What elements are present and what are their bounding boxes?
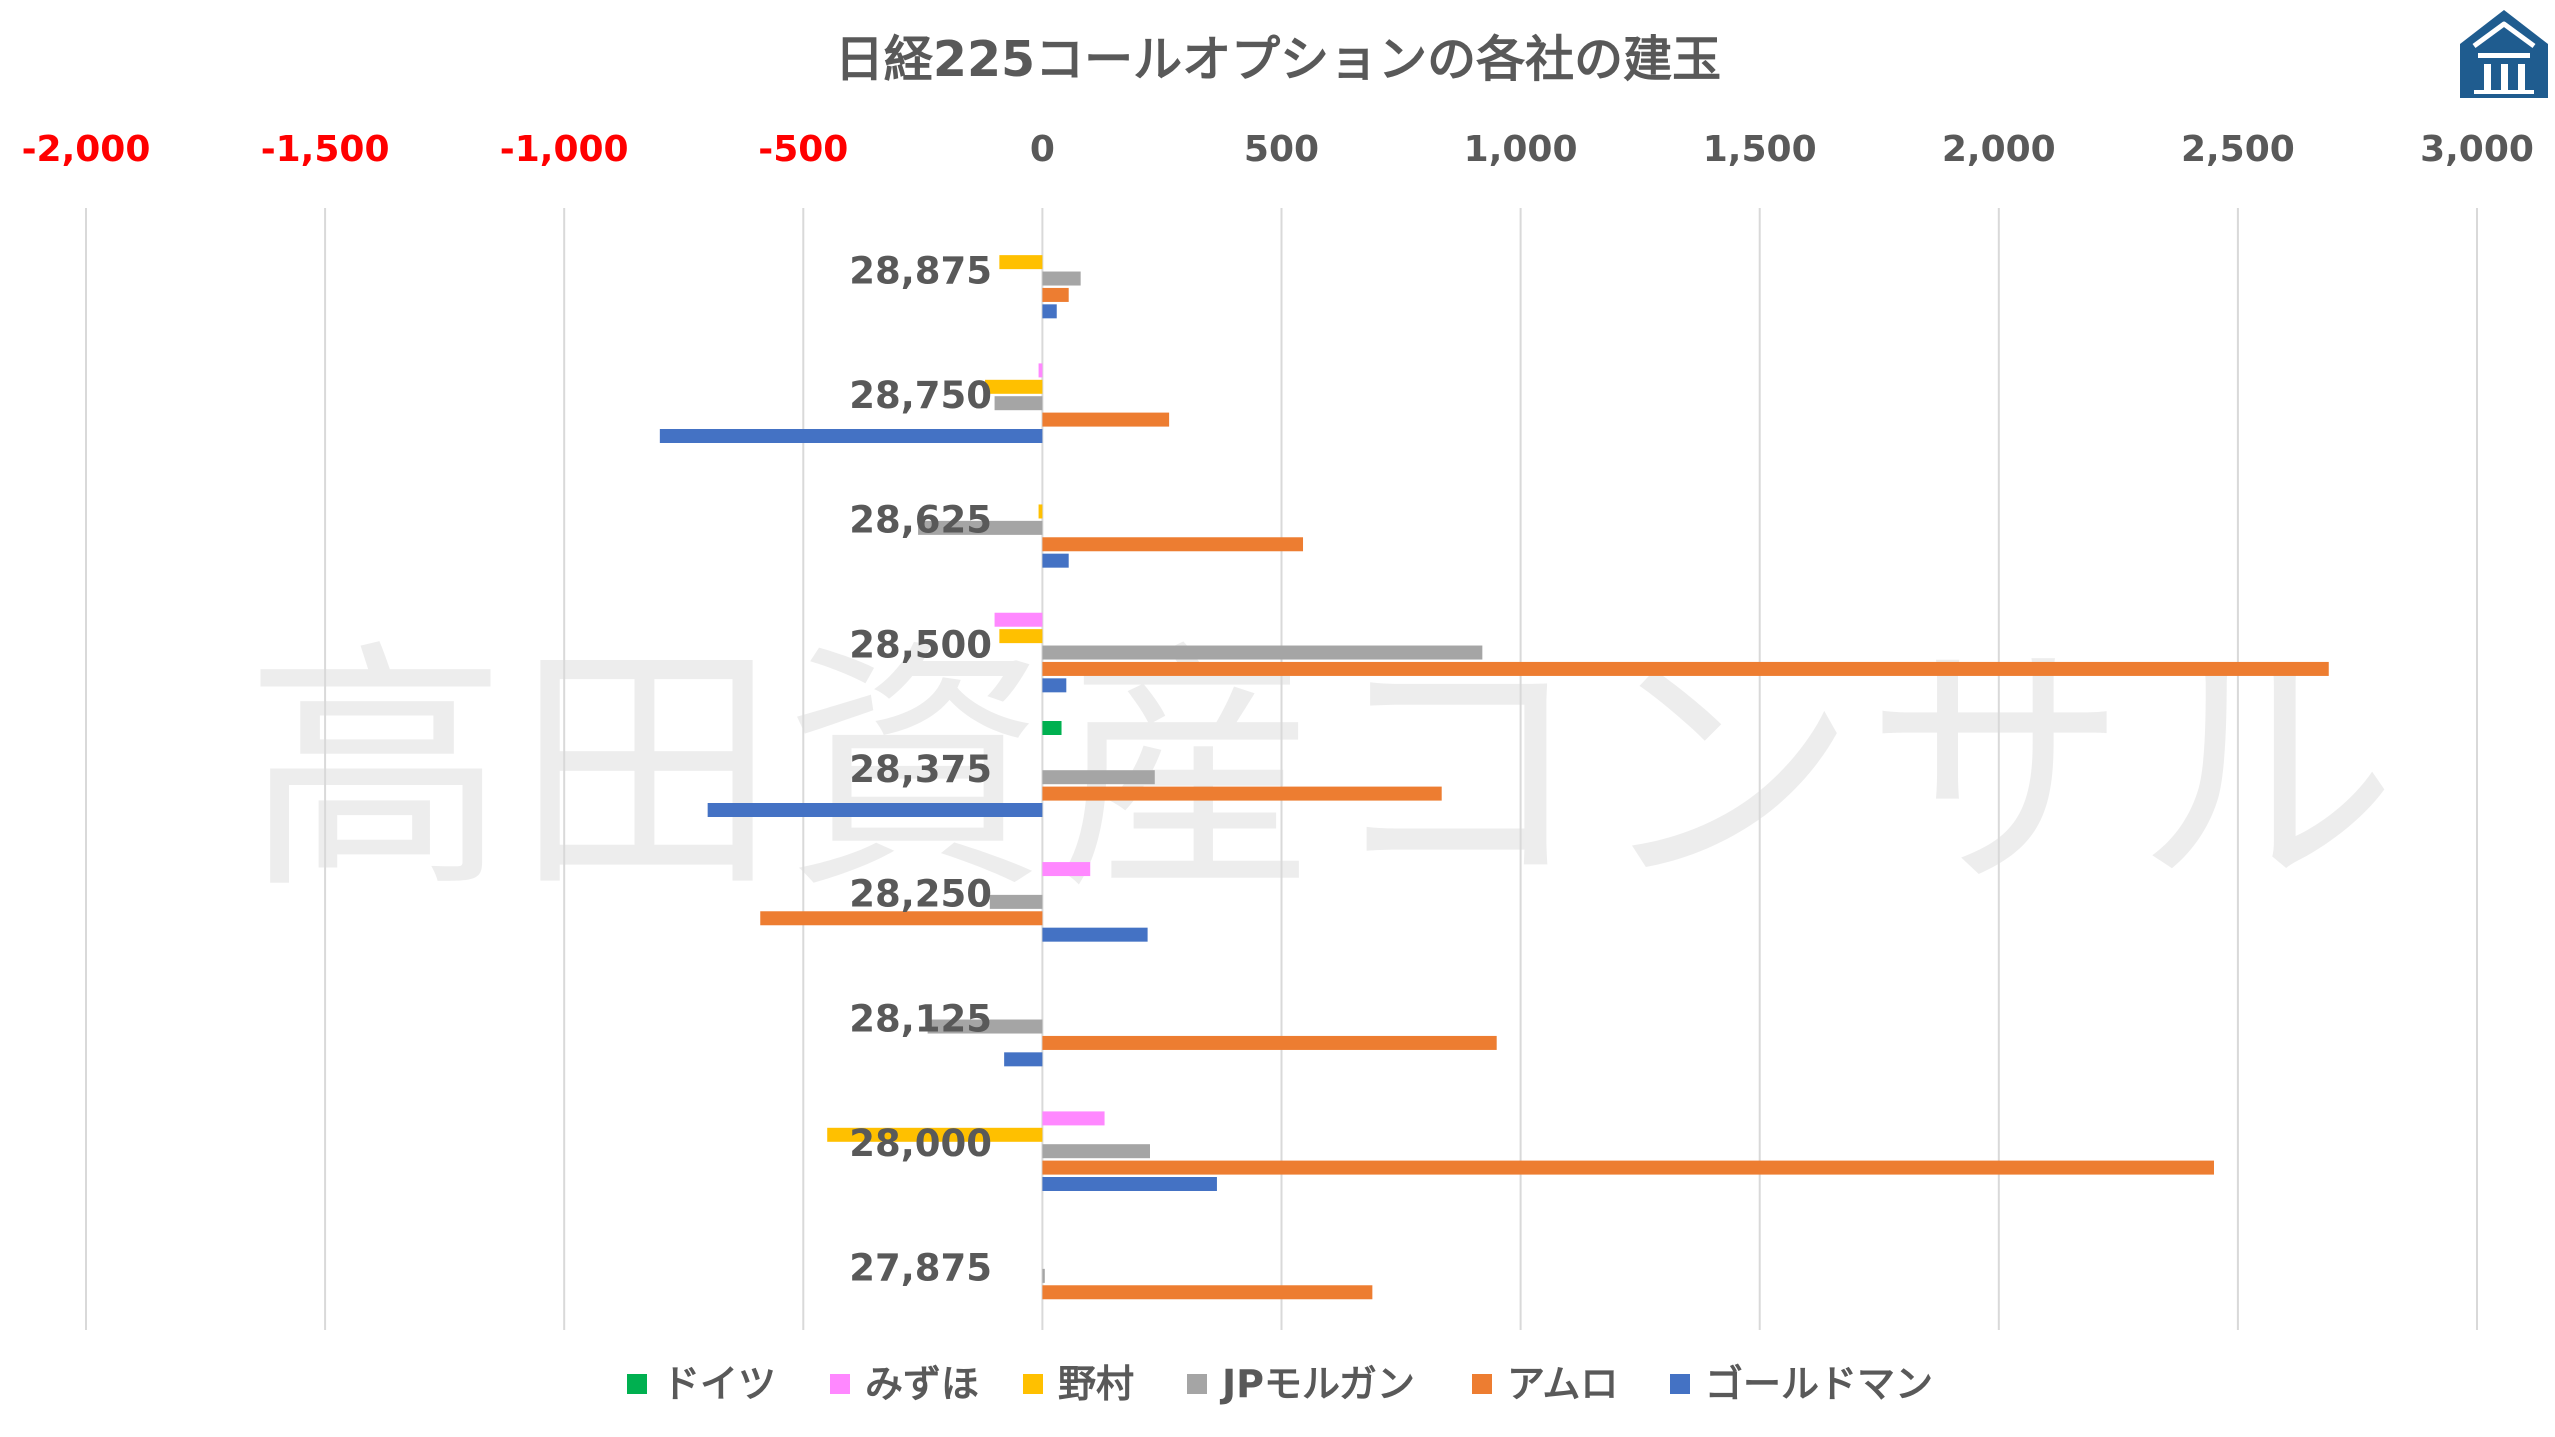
bar: [1042, 412, 1170, 427]
chart-title: 日経225コールオプションの各社の建玉: [835, 31, 1721, 88]
gridlines: [85, 208, 2478, 1330]
legend-label: アムロ: [1507, 1362, 1618, 1406]
x-tick-label: -500: [758, 129, 848, 170]
bar: [659, 429, 1043, 443]
bar: [1042, 271, 1081, 286]
x-tick-label: 1,500: [1703, 129, 1817, 170]
category-label: 28,000: [849, 1122, 992, 1165]
bar: [999, 629, 1043, 644]
bar: [1042, 304, 1057, 319]
bar: [707, 803, 1043, 817]
bar: [985, 379, 1043, 394]
bar: [1042, 537, 1304, 552]
category-label: 27,875: [849, 1247, 992, 1290]
legend: ドイツ みずほ 野村 JPモルガン アムロ ゴールドマン: [627, 1362, 1933, 1406]
x-tick-label: 3,000: [2420, 129, 2534, 170]
legend-label: JPモルガン: [1219, 1362, 1415, 1406]
category-label: 28,125: [849, 997, 992, 1040]
x-tick-label: 2,000: [1942, 129, 2056, 170]
legend-label: ドイツ: [662, 1362, 776, 1406]
bar: [1042, 678, 1067, 693]
bar: [1038, 504, 1043, 519]
house-logo-icon: [2460, 10, 2548, 98]
legend-swatch: [1187, 1374, 1207, 1394]
bar: [1042, 1035, 1497, 1050]
bar: [1042, 770, 1155, 785]
x-tick-label: 2,500: [2181, 129, 2295, 170]
bar: [1042, 1285, 1373, 1300]
bar: [1042, 1144, 1150, 1159]
x-tick-label: 0: [1030, 129, 1055, 170]
category-label: 28,875: [849, 249, 992, 292]
bar: [827, 1127, 1043, 1142]
legend-label: みずほ: [865, 1362, 979, 1406]
category-label: 28,250: [849, 873, 992, 916]
bar: [1042, 721, 1062, 735]
bar: [927, 1019, 1043, 1034]
legend-swatch: [1023, 1374, 1043, 1394]
category-label: 28,750: [849, 374, 992, 417]
x-tick-label: 500: [1244, 129, 1319, 170]
legend-swatch: [1670, 1374, 1690, 1394]
x-tick-label: -1,000: [500, 129, 629, 170]
legend-swatch: [1472, 1374, 1492, 1394]
bar: [1042, 1111, 1105, 1126]
bar: [1042, 927, 1148, 942]
bar: [1042, 287, 1069, 302]
legend-label: 野村: [1058, 1362, 1134, 1406]
bar: [1042, 786, 1442, 801]
bar: [918, 520, 1043, 535]
category-label: 28,625: [849, 499, 992, 542]
bar: [1042, 862, 1091, 877]
x-tick-label: -1,500: [261, 129, 390, 170]
bar: [1004, 1052, 1043, 1067]
bar: [999, 255, 1043, 270]
bar: [1042, 661, 2329, 676]
bar: [989, 894, 1043, 909]
bar: [994, 396, 1043, 411]
bar: [1038, 363, 1043, 378]
bar: [994, 612, 1043, 627]
bar: [1042, 1160, 2214, 1175]
bar: [760, 911, 1043, 926]
bar: [1042, 1177, 1217, 1191]
bar: [1042, 645, 1483, 660]
legend-label: ゴールドマン: [1705, 1362, 1933, 1406]
legend-swatch: [627, 1374, 647, 1394]
category-labels: 28,875 28,750 28,625 28,500 28,375 28,250 28,1…: [849, 249, 992, 1289]
x-axis-ticks: -2,000 -1,500 -1,000 -500 0 500 1,000 1,500 2,00…: [22, 129, 2534, 170]
bar: [1042, 1268, 1045, 1283]
legend-swatch: [830, 1374, 850, 1394]
bars: [659, 255, 2329, 1300]
x-tick-label: 1,000: [1464, 129, 1578, 170]
category-label: 28,375: [849, 748, 992, 791]
bar: [1042, 553, 1069, 568]
x-tick-label: -2,000: [22, 129, 151, 170]
category-label: 28,500: [849, 623, 992, 666]
